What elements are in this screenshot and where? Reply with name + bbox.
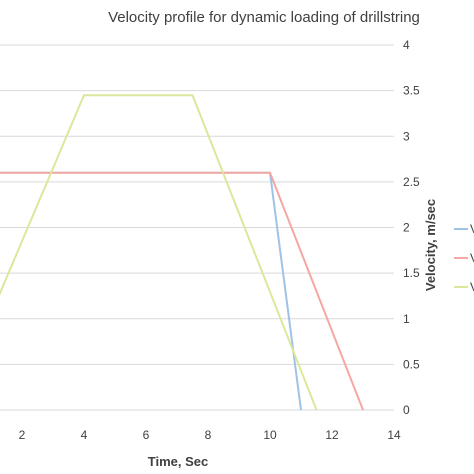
y-tick-label: 2 (403, 221, 410, 235)
x-tick-label: 12 (325, 428, 339, 442)
x-tick-label: 6 (143, 428, 150, 442)
y-tick-label: 4 (403, 38, 410, 52)
legend-label-3: V (470, 280, 474, 294)
y-tick-label: 0.5 (403, 357, 420, 371)
series-line-2 (0, 171, 364, 411)
gridlines (0, 44, 394, 411)
x-axis-label: Time, Sec (148, 454, 208, 469)
y-axis-ticks: 0 0.5 1 1.5 2 2.5 3 3.5 4 (403, 38, 420, 417)
x-tick-label: 2 (19, 428, 26, 442)
legend: V V V (454, 222, 474, 294)
legend-label-1: V (470, 222, 474, 236)
y-axis-label: Velocity, m/sec (423, 199, 438, 291)
data-series-group (0, 94, 364, 411)
series-line-3 (0, 94, 318, 411)
chart-title: Velocity profile for dynamic loading of … (108, 9, 420, 26)
y-tick-label: 2.5 (403, 175, 420, 189)
x-tick-label: 8 (205, 428, 212, 442)
y-tick-label: 3 (403, 129, 410, 143)
x-tick-label: 14 (387, 428, 401, 442)
legend-label-2: V (470, 251, 474, 265)
y-tick-label: 1.5 (403, 266, 420, 280)
x-tick-label: 4 (81, 428, 88, 442)
y-tick-label: 1 (403, 312, 410, 326)
y-tick-label: 3.5 (403, 84, 420, 98)
series-line-1 (0, 171, 302, 411)
x-tick-label: 10 (263, 428, 277, 442)
x-axis-ticks: 2 4 6 8 10 12 14 (19, 428, 401, 442)
y-tick-label: 0 (403, 403, 410, 417)
